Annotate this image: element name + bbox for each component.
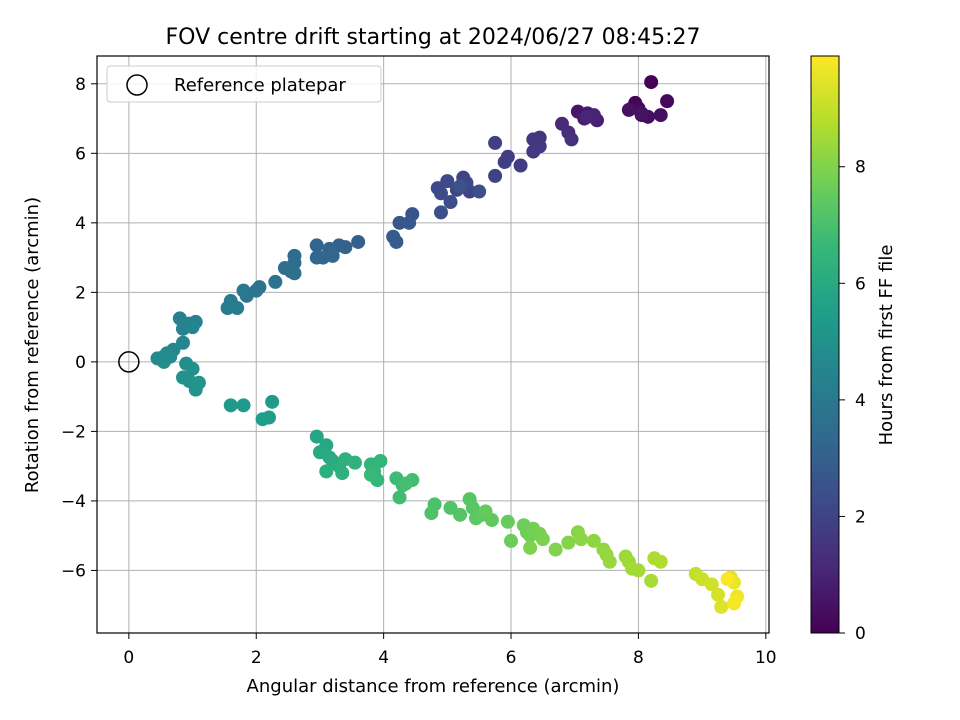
data-point	[488, 168, 503, 183]
chart-title: FOV centre drift starting at 2024/06/27 …	[166, 25, 701, 50]
data-point	[347, 455, 362, 470]
legend-box	[106, 65, 382, 103]
data-point	[424, 506, 439, 521]
data-point	[443, 194, 458, 209]
x-tick-label: 4	[378, 648, 389, 668]
y-tick-label: −6	[61, 561, 86, 581]
data-point	[644, 573, 659, 588]
data-point	[602, 554, 617, 569]
data-point	[564, 132, 579, 147]
data-point	[488, 135, 503, 150]
y-axis-label: Rotation from reference (arcmin)	[22, 197, 43, 493]
x-tick-label: 2	[251, 648, 262, 668]
data-point	[621, 102, 636, 117]
data-point	[373, 453, 388, 468]
data-point	[338, 240, 353, 255]
y-tick-label: 2	[75, 283, 86, 303]
data-points	[150, 75, 745, 614]
data-point	[561, 535, 576, 550]
data-point	[191, 375, 206, 390]
data-point	[223, 398, 238, 413]
data-point	[660, 94, 675, 109]
data-point	[402, 215, 417, 230]
data-point	[185, 320, 200, 335]
data-point	[287, 266, 302, 281]
x-tick-label: 0	[123, 648, 134, 668]
colorbar-tick-label: 4	[855, 391, 866, 411]
y-tick-label: 8	[75, 75, 86, 95]
y-tick-label: 6	[75, 144, 86, 164]
data-point	[497, 155, 512, 170]
grid-lines	[97, 56, 769, 633]
colorbar-ticks: 0 2 4 6 8	[839, 158, 866, 644]
data-point	[255, 412, 270, 427]
data-point	[309, 429, 324, 444]
data-point	[185, 361, 200, 376]
data-point	[220, 301, 235, 316]
data-point	[500, 514, 515, 529]
data-point	[392, 490, 407, 505]
data-point	[631, 563, 646, 578]
data-point	[472, 184, 487, 199]
data-point	[586, 533, 601, 548]
data-point	[548, 542, 563, 557]
data-point	[433, 186, 448, 201]
colorbar-tick-label: 0	[855, 624, 866, 644]
y-tick-label: 0	[75, 353, 86, 373]
plot-frame	[96, 55, 770, 634]
colorbar-tick-label: 8	[855, 158, 866, 178]
data-point	[513, 158, 528, 173]
legend-label: Reference platepar	[174, 75, 346, 96]
x-tick-label: 6	[506, 648, 517, 668]
x-tick-label: 8	[633, 648, 644, 668]
data-point	[714, 599, 729, 614]
data-point	[319, 464, 334, 479]
data-point	[156, 354, 171, 369]
y-tick-label: 4	[75, 214, 86, 234]
data-point	[634, 106, 649, 121]
data-point	[363, 467, 378, 482]
data-point	[309, 238, 324, 253]
data-point	[504, 533, 519, 548]
y-tick-label: −4	[61, 492, 86, 512]
data-point	[265, 394, 280, 409]
data-point	[711, 587, 726, 602]
data-point	[335, 466, 350, 481]
data-point	[574, 532, 589, 547]
data-point	[478, 504, 493, 519]
data-point	[653, 554, 668, 569]
x-axis-label: Angular distance from reference (arcmin)	[247, 676, 620, 697]
data-point	[351, 234, 366, 249]
colorbar-tick-label: 2	[855, 507, 866, 527]
x-tick-label: 10	[755, 648, 777, 668]
data-point	[523, 540, 538, 555]
data-point	[398, 476, 413, 491]
data-point	[653, 108, 668, 123]
data-point	[453, 507, 468, 522]
data-point	[704, 577, 719, 592]
y-tick-label: −2	[61, 422, 86, 442]
legend-marker	[126, 74, 148, 96]
colorbar-tick-label: 6	[855, 274, 866, 294]
data-point	[526, 144, 541, 159]
data-point	[453, 179, 468, 194]
data-point	[720, 572, 735, 587]
legend: Reference platepar	[106, 65, 382, 103]
data-point	[268, 274, 283, 289]
data-point	[644, 75, 659, 90]
reference-platepar-marker	[118, 351, 140, 373]
y-axis-ticks: −6 −4 −2 0 2 4 6 8	[61, 75, 97, 581]
data-point	[535, 532, 550, 547]
data-point	[236, 283, 251, 298]
data-point	[433, 205, 448, 220]
colorbar	[810, 55, 840, 634]
data-point	[726, 596, 741, 611]
x-axis-ticks: 0 2 4 6 8 10	[123, 633, 777, 668]
data-point	[389, 234, 404, 249]
data-point	[580, 109, 595, 124]
data-point	[236, 398, 251, 413]
data-point	[309, 250, 324, 265]
colorbar-label: Hours from first FF file	[876, 245, 897, 446]
